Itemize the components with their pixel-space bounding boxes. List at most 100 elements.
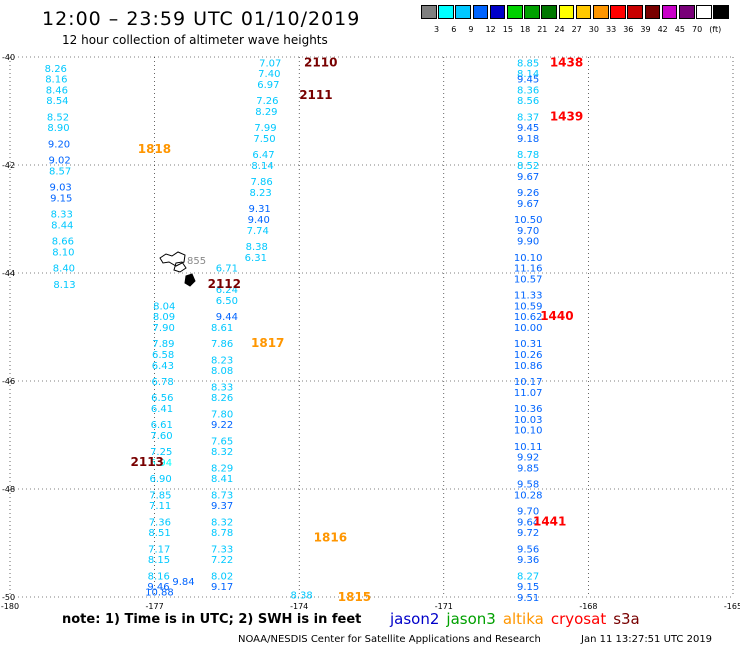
wave-height-value: 8.26 bbox=[45, 64, 67, 75]
color-swatch bbox=[472, 5, 489, 19]
color-scale-label: 12 bbox=[485, 25, 496, 34]
wave-height-value: 9.64 bbox=[517, 517, 539, 528]
wave-height-value: 10.00 bbox=[514, 323, 543, 334]
wave-height-value: 8.29 bbox=[211, 463, 233, 474]
wave-height-value: 9.56 bbox=[517, 544, 539, 555]
color-swatch bbox=[558, 5, 575, 19]
mission-name: jason3 bbox=[446, 610, 496, 628]
color-scale-label: 9 bbox=[468, 25, 474, 34]
wave-height-value: 7.86 bbox=[250, 177, 272, 188]
color-scale-label: 24 bbox=[554, 25, 565, 34]
wave-height-value: 7.99 bbox=[254, 123, 276, 134]
lon-tick-label: -168 bbox=[579, 602, 597, 611]
wave-height-value: 5.94 bbox=[150, 458, 172, 469]
wave-height-value: 6.90 bbox=[150, 474, 172, 485]
wave-height-value: 9.20 bbox=[48, 139, 70, 150]
lat-tick-label: -42 bbox=[2, 161, 15, 170]
wave-height-value: 9.22 bbox=[211, 420, 233, 431]
wave-height-value: 8.57 bbox=[49, 166, 71, 177]
wave-height-value: 10.59 bbox=[514, 301, 543, 312]
wave-height-value: 7.65 bbox=[211, 436, 233, 447]
wave-height-value: 9.58 bbox=[517, 480, 539, 491]
credit-line: NOAA/NESDIS Center for Satellite Applica… bbox=[238, 634, 541, 645]
wave-height-value: 8.38 bbox=[290, 590, 312, 601]
wave-height-value: 10.10 bbox=[514, 253, 543, 264]
wave-height-value: 8.16 bbox=[148, 571, 170, 582]
footnote: note: 1) Time is in UTC; 2) SWH is in fe… bbox=[62, 612, 362, 627]
wave-height-value: 9.92 bbox=[517, 453, 539, 464]
wave-height-value: 8.16 bbox=[45, 75, 67, 86]
wave-height-value: 7.11 bbox=[149, 501, 171, 512]
color-swatch bbox=[627, 5, 643, 19]
wave-height-value: 11.33 bbox=[514, 291, 543, 302]
page-title: 12:00 – 23:59 UTC 01/10/2019 bbox=[42, 8, 361, 30]
lon-tick-label: -180 bbox=[1, 602, 19, 611]
color-swatch bbox=[593, 5, 609, 19]
island-outline bbox=[159, 251, 196, 287]
color-swatch bbox=[421, 5, 437, 19]
wave-height-value: 6.41 bbox=[151, 404, 173, 415]
wave-height-value: 9.67 bbox=[517, 199, 539, 210]
wave-height-value: 9.84 bbox=[172, 577, 194, 588]
wave-height-value: 8.15 bbox=[148, 555, 170, 566]
color-scale-label: 45 bbox=[674, 25, 685, 34]
wave-height-value: 8.78 bbox=[211, 528, 233, 539]
wave-height-value: 9.67 bbox=[517, 172, 539, 183]
mission-name: cryosat bbox=[550, 610, 607, 628]
wave-height-value: 10.86 bbox=[514, 361, 543, 372]
wave-height-value: 9.46 bbox=[147, 582, 169, 593]
wave-height-value: 6.97 bbox=[257, 80, 279, 91]
wave-height-value: 10.11 bbox=[514, 442, 543, 453]
wave-height-value: 8.29 bbox=[255, 107, 277, 118]
mission-legend: jason2 jason3 altika cryosat s3a bbox=[390, 610, 647, 628]
wave-height-value: 7.36 bbox=[149, 517, 171, 528]
color-swatch bbox=[438, 5, 454, 19]
wave-height-value: 6.31 bbox=[245, 253, 267, 264]
pass-time-label: 1818 bbox=[138, 142, 171, 156]
color-scale-label: 39 bbox=[640, 25, 651, 34]
wave-height-values: 8.268.168.468.548.528.909.209.028.579.03… bbox=[45, 58, 543, 604]
lon-tick-label: -165 bbox=[724, 602, 740, 611]
color-scale-label: 3 bbox=[434, 25, 440, 34]
wave-height-value: 9.44 bbox=[216, 312, 238, 323]
pass-time-labels: 2110 2111 1818 2112 1817 2113 1816 1815 1438 1439… bbox=[131, 55, 584, 604]
wave-height-value: 11.07 bbox=[514, 388, 543, 399]
wave-height-value: 6.56 bbox=[151, 393, 173, 404]
lat-tick-label: -48 bbox=[2, 485, 15, 494]
wave-height-value: 9.36 bbox=[517, 555, 539, 566]
wave-height-value: 8.36 bbox=[517, 85, 539, 96]
wave-height-value: 9.70 bbox=[517, 226, 539, 237]
color-swatch bbox=[575, 5, 592, 19]
wave-height-value: 8.38 bbox=[246, 242, 268, 253]
wave-height-value: 8.33 bbox=[51, 210, 73, 221]
wave-height-value: 9.51 bbox=[517, 593, 539, 604]
wave-height-value: 8.56 bbox=[517, 96, 539, 107]
wave-height-value: 7.07 bbox=[259, 58, 281, 69]
wave-height-value: 9.31 bbox=[249, 204, 271, 215]
wave-height-value: 7.74 bbox=[247, 226, 269, 237]
color-swatch bbox=[679, 5, 695, 19]
wave-height-value: 7.85 bbox=[149, 490, 171, 501]
color-scale-label: 42 bbox=[657, 25, 668, 34]
wave-height-value: 9.18 bbox=[517, 134, 539, 145]
wave-height-value: 7.89 bbox=[152, 339, 174, 350]
wave-height-value: 10.36 bbox=[514, 404, 543, 415]
island-label: 855 bbox=[187, 256, 206, 267]
wave-height-value: 8.33 bbox=[211, 382, 233, 393]
pass-time-label: 1816 bbox=[314, 531, 347, 545]
wave-height-value: 9.26 bbox=[517, 188, 539, 199]
wave-height-value: 8.44 bbox=[51, 220, 73, 231]
wave-height-value: 8.32 bbox=[211, 517, 233, 528]
color-scale-label: 18 bbox=[520, 25, 531, 34]
wave-height-value: 9.37 bbox=[211, 501, 233, 512]
pass-time-label: 1439 bbox=[550, 109, 583, 123]
wave-height-value: 10.03 bbox=[514, 415, 543, 426]
color-scale-label: 6 bbox=[451, 25, 457, 34]
color-scale-label: 36 bbox=[623, 25, 634, 34]
wave-height-value: 6.58 bbox=[152, 350, 174, 361]
mission-name: altika bbox=[502, 610, 544, 628]
wave-height-value: 8.54 bbox=[46, 96, 68, 107]
wave-height-value: 9.70 bbox=[517, 507, 539, 518]
wave-height-value: 6.43 bbox=[152, 361, 174, 372]
